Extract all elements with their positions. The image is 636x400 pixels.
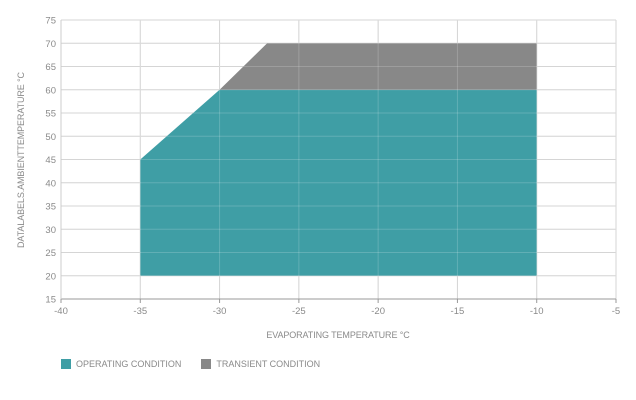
x-tick-label: -20 (371, 306, 385, 317)
y-tick-label: 65 (45, 62, 56, 73)
axes: 15 20 25 30 35 40 45 50 55 60 65 70 75 -40 -35 -30 -25 -2… (45, 16, 620, 318)
y-tick-label: 45 (45, 155, 56, 166)
y-tick-label: 40 (45, 178, 56, 189)
y-tick-label: 25 (45, 248, 56, 259)
plot-areas (60, 19, 617, 300)
operating-area[interactable] (140, 89, 537, 276)
x-tick-label: -5 (612, 306, 620, 317)
legend-item-transient[interactable]: TRANSIENT CONDITION (201, 359, 320, 369)
y-tick-label: 35 (45, 202, 56, 213)
y-tick-label: 75 (45, 16, 56, 27)
x-axis-title: EVAPORATING TEMPERATURE °C (266, 330, 410, 340)
x-tick-label: -25 (292, 306, 306, 317)
x-tick-label: -35 (133, 306, 147, 317)
x-tick-label: -15 (451, 306, 465, 317)
y-tick-label: 50 (45, 132, 56, 143)
y-tick-label: 15 (45, 295, 56, 306)
transient-area[interactable] (219, 43, 537, 90)
envelope-chart: 15 20 25 30 35 40 45 50 55 60 65 70 75 -40 -35 -30 -25 -2… (16, 16, 620, 341)
legend-label-operating: OPERATING CONDITION (76, 359, 182, 369)
x-tick-label: -30 (213, 306, 227, 317)
y-tick-label: 20 (45, 271, 56, 282)
legend: OPERATING CONDITION TRANSIENT CONDITION (61, 359, 320, 369)
legend-item-operating[interactable]: OPERATING CONDITION (61, 359, 181, 369)
y-tick-label: 55 (45, 109, 56, 120)
legend-swatch-transient (201, 359, 212, 369)
y-tick-label: 30 (45, 225, 56, 236)
x-tick-label: -10 (530, 306, 544, 317)
x-tick-label: -40 (54, 306, 68, 317)
y-tick-label: 60 (45, 85, 56, 96)
y-axis-title: DATALABELS.AMBIENTTEMPERATURE °C (16, 71, 26, 248)
legend-label-transient: TRANSIENT CONDITION (216, 359, 321, 369)
y-tick-label: 70 (45, 39, 56, 50)
legend-swatch-operating (61, 359, 71, 369)
